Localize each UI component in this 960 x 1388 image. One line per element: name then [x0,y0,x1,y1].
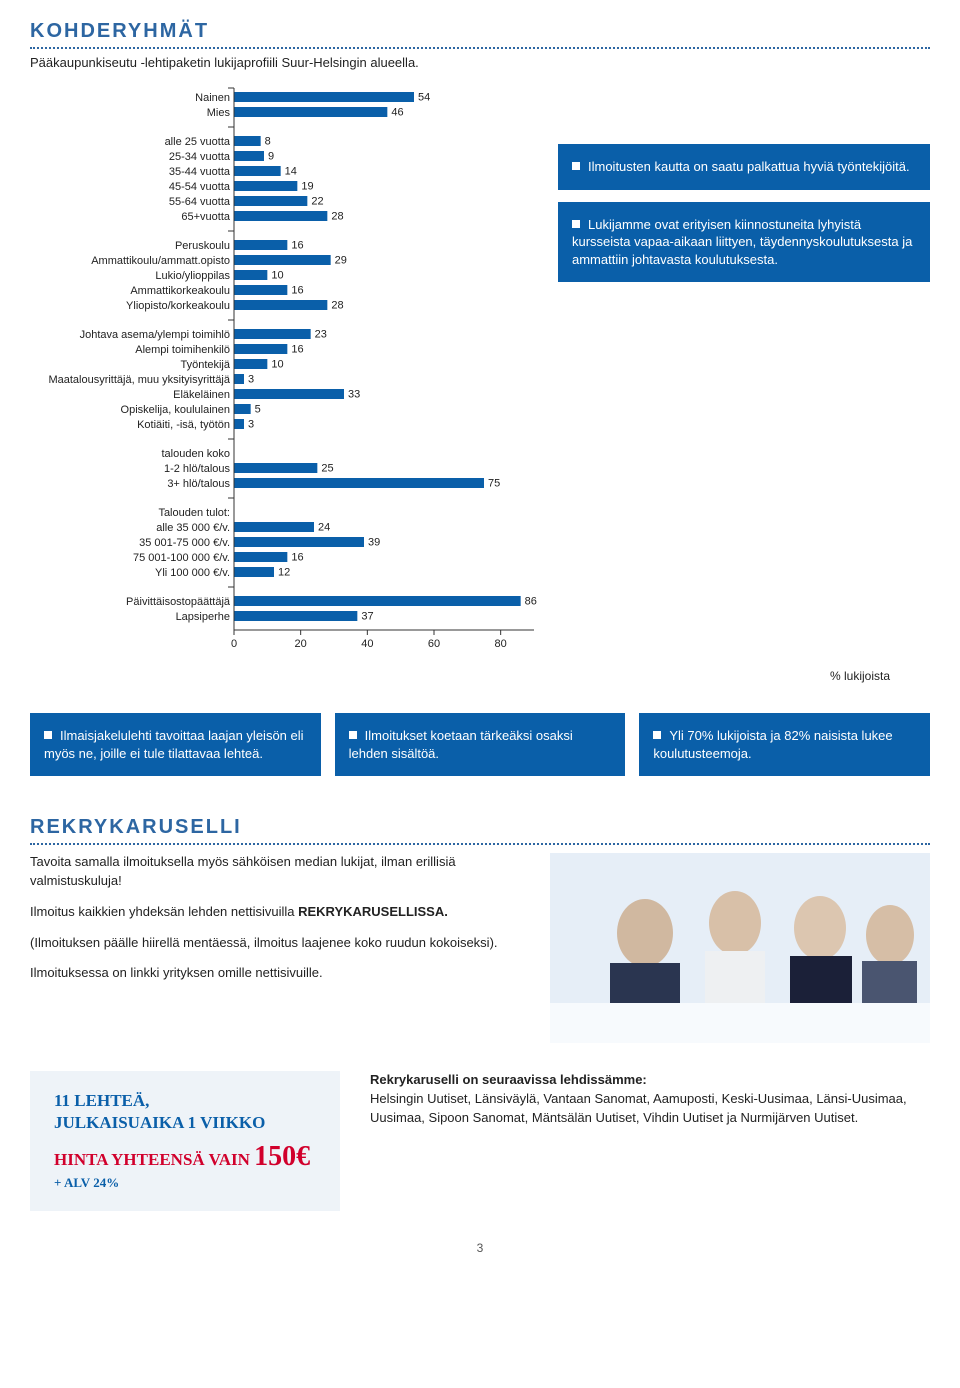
svg-text:3: 3 [248,419,254,431]
svg-text:0: 0 [231,638,237,650]
svg-text:Opiskelija, koululainen: Opiskelija, koululainen [121,404,230,416]
dotted-divider-2 [30,843,930,845]
svg-text:28: 28 [331,211,343,223]
svg-text:16: 16 [291,344,303,356]
svg-text:1-2 hlö/talous: 1-2 hlö/talous [164,463,231,475]
svg-text:Lukio/ylioppilas: Lukio/ylioppilas [155,270,230,282]
svg-text:Maatalousyrittäjä, muu yksityi: Maatalousyrittäjä, muu yksityisyrittäjä [48,374,230,386]
pricebox-line2: JULKAISUAIKA 1 VIIKKO [54,1113,316,1133]
bullet-icon [572,220,580,228]
svg-text:37: 37 [361,611,373,623]
side-callout-1: Lukijamme ovat erityisen kiinnostuneita … [558,202,930,283]
svg-text:86: 86 [525,596,537,608]
bullet-icon [44,731,52,739]
svg-text:16: 16 [291,285,303,297]
svg-text:60: 60 [428,638,440,650]
svg-text:Eläkeläinen: Eläkeläinen [173,389,230,401]
svg-text:20: 20 [295,638,307,650]
svg-text:80: 80 [495,638,507,650]
svg-text:Alempi toimihenkilö: Alempi toimihenkilö [135,344,230,356]
svg-text:23: 23 [315,329,327,341]
svg-text:9: 9 [268,151,274,163]
svg-text:Talouden tulot:: Talouden tulot: [158,507,230,519]
pricebox-line4: + ALV 24% [54,1175,316,1191]
svg-text:40: 40 [361,638,373,650]
section-title-rekry: REKRYKARUSELLI [30,816,930,839]
svg-text:10: 10 [271,270,283,282]
svg-text:35-44 vuotta: 35-44 vuotta [169,166,231,178]
rekry-list-body: Helsingin Uutiset, Länsiväylä, Vantaan S… [370,1090,930,1128]
svg-text:alle 25 vuotta: alle 25 vuotta [165,136,231,148]
svg-text:75 001-100 000 €/v.: 75 001-100 000 €/v. [133,552,230,564]
svg-text:Mies: Mies [207,107,231,119]
svg-text:Ammattikoulu/ammatt.opisto: Ammattikoulu/ammatt.opisto [91,255,230,267]
svg-text:54: 54 [418,92,430,104]
bullet-icon [572,162,580,170]
svg-text:35 001-75 000 €/v.: 35 001-75 000 €/v. [139,537,230,549]
svg-text:25: 25 [321,463,333,475]
svg-text:Nainen: Nainen [195,92,230,104]
svg-text:65+vuotta: 65+vuotta [181,211,231,223]
svg-text:talouden koko: talouden koko [162,448,231,460]
svg-text:3: 3 [248,374,254,386]
svg-text:Yli 100 000 €/v.: Yli 100 000 €/v. [155,567,230,579]
svg-text:Peruskoulu: Peruskoulu [175,240,230,252]
svg-text:Johtava asema/ylempi toimihlö: Johtava asema/ylempi toimihlö [80,329,230,341]
section-title-kohderyhmat: KOHDERYHMÄT [30,20,930,43]
row-callout-1: Ilmoitukset koetaan tärkeäksi osaksi leh… [335,713,626,776]
svg-text:75: 75 [488,478,500,490]
rekry-p4: Ilmoituksessa on linkki yrityksen omille… [30,964,530,983]
svg-text:24: 24 [318,522,330,534]
svg-text:46: 46 [391,107,403,119]
bullet-icon [349,731,357,739]
svg-text:12: 12 [278,567,290,579]
rekry-p3: (Ilmoituksen päälle hiirellä mentäessä, … [30,934,530,953]
svg-text:Yliopisto/korkeakoulu: Yliopisto/korkeakoulu [126,300,230,312]
rekry-photo [550,853,930,1043]
svg-text:16: 16 [291,240,303,252]
svg-text:33: 33 [348,389,360,401]
side-callout-0: Ilmoitusten kautta on saatu palkattua hy… [558,144,930,190]
svg-text:alle 35 000 €/v.: alle 35 000 €/v. [156,522,230,534]
bullet-icon [653,731,661,739]
rekry-list-heading: Rekrykaruselli on seuraavissa lehdissämm… [370,1071,930,1090]
svg-text:Työntekijä: Työntekijä [180,359,230,371]
svg-text:8: 8 [265,136,271,148]
rekry-p1: Tavoita samalla ilmoituksella myös sähkö… [30,853,530,891]
price-box: 11 LEHTEÄ, JULKAISUAIKA 1 VIIKKO HINTA Y… [30,1071,340,1211]
pricebox-line3: HINTA YHTEENSÄ VAIN 150€ [54,1141,316,1173]
svg-text:5: 5 [255,404,261,416]
svg-text:14: 14 [285,166,297,178]
page-number: 3 [30,1241,930,1255]
svg-text:25-34 vuotta: 25-34 vuotta [169,151,231,163]
row-callout-2: Yli 70% lukijoista ja 82% naisista lukee… [639,713,930,776]
chart-xaxis-label: % lukijoista [30,669,930,683]
pricebox-line1: 11 LEHTEÄ, [54,1091,316,1111]
svg-text:28: 28 [331,300,343,312]
svg-text:16: 16 [291,552,303,564]
kohderyhmat-intro: Pääkaupunkiseutu -lehtipaketin lukijapro… [30,55,930,70]
svg-text:22: 22 [311,196,323,208]
svg-text:Ammattikorkeakoulu: Ammattikorkeakoulu [130,285,230,297]
dotted-divider [30,47,930,49]
svg-text:29: 29 [335,255,347,267]
demographic-chart: Nainen 54 Mies 46 alle 25 vuotta 8 25-34 vuott… [30,84,540,665]
svg-text:10: 10 [271,359,283,371]
svg-text:55-64 vuotta: 55-64 vuotta [169,196,231,208]
svg-text:Kotiäiti, -isä, työtön: Kotiäiti, -isä, työtön [137,419,230,431]
svg-text:Päivittäisostopäättäjä: Päivittäisostopäättäjä [126,596,231,608]
svg-text:39: 39 [368,537,380,549]
svg-text:19: 19 [301,181,313,193]
svg-text:Lapsiperhe: Lapsiperhe [176,611,230,623]
svg-text:45-54 vuotta: 45-54 vuotta [169,181,231,193]
rekry-p2: Ilmoitus kaikkien yhdeksän lehden nettis… [30,903,530,922]
svg-text:3+ hlö/talous: 3+ hlö/talous [167,478,230,490]
row-callout-0: Ilmaisjakelulehti tavoittaa laajan yleis… [30,713,321,776]
